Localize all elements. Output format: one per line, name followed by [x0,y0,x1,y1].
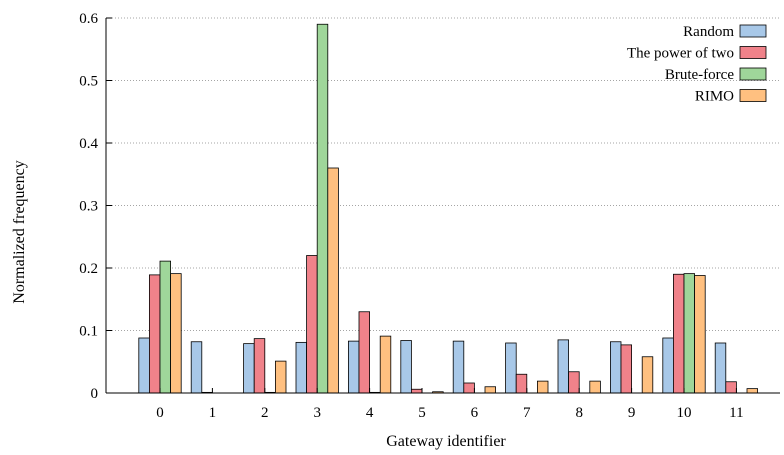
y-tick-label: 0.1 [79,324,98,340]
bar [159,260,172,394]
y-tick-label: 0 [91,386,99,402]
bar [610,341,622,394]
bar [694,275,706,394]
x-tick-label: 3 [313,405,321,421]
bar [358,311,371,394]
grid-lines [106,17,780,331]
legend: Random The power of two Brute-force RIMO [627,24,767,105]
y-tick-label: 0.2 [79,261,98,277]
bar [410,388,423,394]
bar [515,373,528,394]
y-tick-label: 0.5 [79,74,98,90]
axes [105,17,780,394]
bar [673,273,685,394]
bar [253,338,266,394]
x-tick-labels: 0 1 2 3 4 5 6 7 8 9 10 11 [156,405,743,421]
bar [316,23,329,394]
bar [400,340,412,394]
y-tick-labels: 0 0.1 0.2 0.3 0.4 0.5 0.6 [79,11,98,402]
legend-swatch [739,24,767,38]
bar [662,337,674,394]
y-tick-label: 0.3 [79,199,98,215]
y-tick-label: 0.4 [79,136,98,152]
bar [306,255,318,394]
bar [589,380,601,394]
bar [714,342,727,394]
legend-label: RIMO [695,89,734,105]
legend-label: Brute-force [665,67,734,83]
bar [327,167,339,394]
legend-label: The power of two [627,46,734,62]
bar [243,343,255,394]
bar [725,381,737,394]
x-tick-label: 1 [209,405,217,421]
x-tick-label: 4 [366,405,374,421]
x-tick-label: 9 [628,405,636,421]
x-tick-label: 7 [523,405,531,421]
bar [641,356,654,394]
bar [683,273,696,394]
bar [505,342,517,394]
bars [138,23,759,394]
legend-swatch [739,89,767,102]
y-tick-label: 0.6 [79,11,98,27]
x-tick-label: 11 [729,405,743,421]
bar [537,380,549,394]
x-tick-label: 10 [677,405,692,421]
bar [138,337,150,394]
bar [347,340,360,394]
x-tick-label: 5 [418,405,426,421]
bar [379,335,392,394]
x-tick-label: 6 [471,405,479,421]
x-tick-label: 2 [261,405,269,421]
x-tick-label: 0 [156,405,164,421]
x-axis-label: Gateway identifier [386,433,506,450]
y-axis-label: Normalized frequency [11,160,28,303]
bar [557,339,570,394]
bar [746,388,759,394]
bar [295,341,308,394]
bar [620,344,633,394]
bar [274,360,287,394]
legend-label: Random [683,24,734,40]
bar [568,371,580,394]
bar [452,340,465,394]
bar [463,382,475,394]
bar [148,274,161,394]
bar [190,341,203,394]
legend-swatch [739,46,767,59]
bar [484,386,497,394]
x-tick-label: 8 [575,405,583,421]
bar [170,273,182,394]
legend-swatch [739,67,767,81]
